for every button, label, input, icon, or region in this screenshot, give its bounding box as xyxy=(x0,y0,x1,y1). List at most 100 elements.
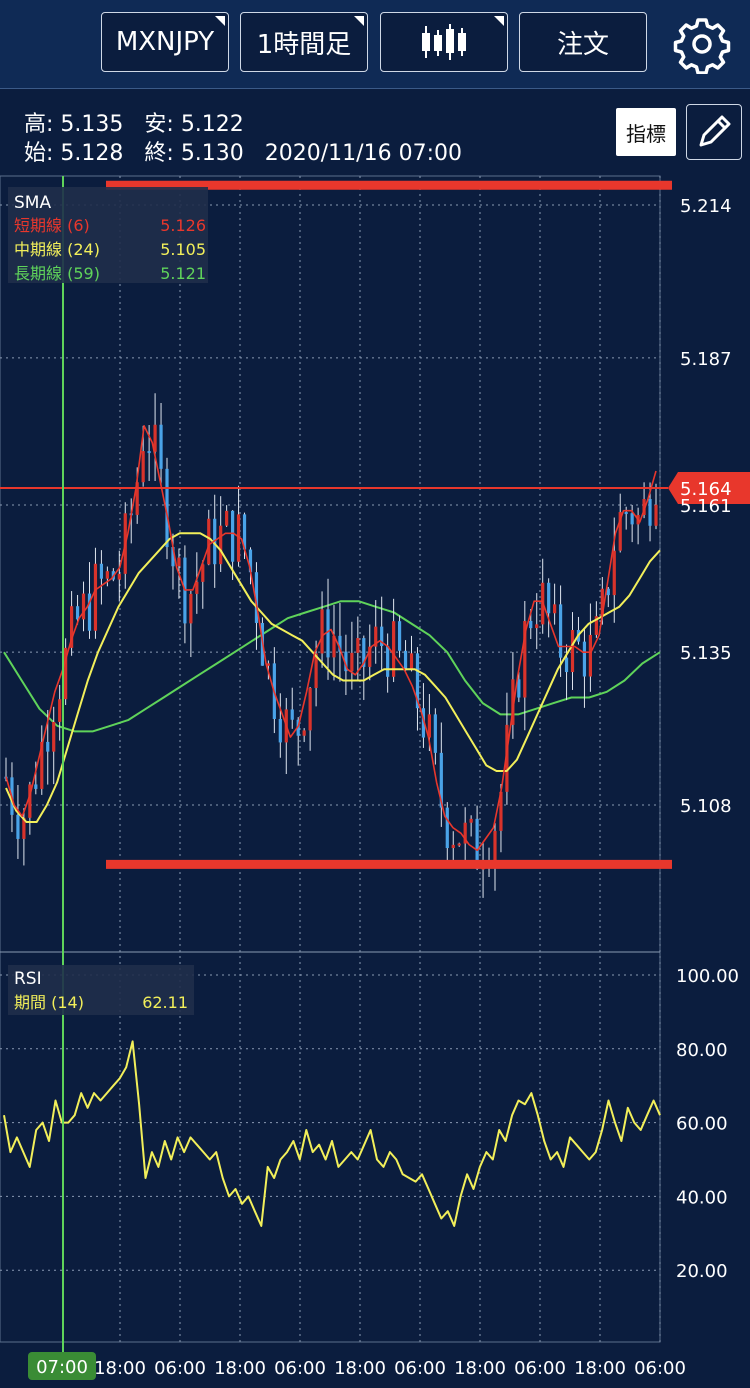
candle-body xyxy=(296,719,300,736)
open-value: 5.128 xyxy=(60,141,124,166)
sma-mid-path xyxy=(5,532,661,823)
candle-body xyxy=(570,629,575,673)
candle-body xyxy=(81,593,86,620)
candle-body xyxy=(153,424,157,452)
candle-body xyxy=(547,582,551,614)
candle-body xyxy=(278,718,282,743)
order-label: 注文 xyxy=(556,29,609,60)
candle-body xyxy=(147,451,151,454)
candle-body xyxy=(463,822,467,844)
price-tick-label: 5.108 xyxy=(680,796,732,817)
price-tick-label: 5.135 xyxy=(680,643,732,664)
dropdown-corner-icon xyxy=(494,16,504,26)
candle-body xyxy=(177,557,181,567)
candle-datetime: 2020/11/16 07:00 xyxy=(264,141,462,166)
candle-body xyxy=(141,451,145,483)
candle-body xyxy=(564,657,569,673)
order-button[interactable]: 注文 xyxy=(519,12,647,72)
sma-legend-name: 中期線 (24) xyxy=(14,240,100,259)
candle-body xyxy=(427,714,431,738)
candle-body xyxy=(630,513,634,525)
time-tick-label: 18:00 xyxy=(94,1358,146,1379)
pencil-icon xyxy=(699,115,731,147)
high-label: 高: xyxy=(24,112,54,137)
rsi-path xyxy=(3,1040,661,1227)
candle-body xyxy=(248,549,253,573)
candle-body xyxy=(600,588,604,617)
candle-body xyxy=(58,699,62,722)
sma-legend-value: 5.105 xyxy=(160,240,206,259)
sma-short-path xyxy=(5,424,657,852)
candle-body xyxy=(338,635,342,652)
dropdown-corner-icon xyxy=(354,16,364,26)
candle-body xyxy=(558,604,563,658)
rsi-line xyxy=(3,1040,661,1227)
indicator-button[interactable]: 指標 xyxy=(616,108,676,156)
candle-body xyxy=(189,593,193,624)
candle-body xyxy=(219,525,223,565)
rsi-tick-label: 60.00 xyxy=(676,1114,728,1135)
candle-body xyxy=(308,688,312,731)
candle-body xyxy=(165,468,169,548)
labels: 5.214 5.187 5.161 5.135 5.108 100.00 80.00 60.0… xyxy=(8,187,739,1379)
candle-body xyxy=(654,504,658,526)
candle-body xyxy=(415,653,420,709)
time-tick-label: 06:00 xyxy=(154,1358,206,1379)
candle-body xyxy=(642,499,646,515)
candle-body xyxy=(386,646,390,677)
high-value: 5.135 xyxy=(60,112,124,137)
candle-body xyxy=(582,641,587,677)
crosshair-time-label: 07:00 xyxy=(36,1357,88,1378)
sma-legend-value: 5.121 xyxy=(160,264,206,283)
candle-body xyxy=(201,564,205,582)
time-tick-label: 06:00 xyxy=(394,1358,446,1379)
candle-body xyxy=(40,741,44,789)
candle-body xyxy=(16,814,20,839)
candle-body xyxy=(553,604,557,614)
candle-body xyxy=(332,635,336,658)
chart-type-button[interactable] xyxy=(380,12,508,72)
candle-body xyxy=(505,724,509,792)
time-tick-label: 18:00 xyxy=(454,1358,506,1379)
time-tick-label: 06:00 xyxy=(274,1358,326,1379)
candle-body xyxy=(242,514,247,550)
rsi-tick-label: 100.00 xyxy=(676,966,739,987)
candle-body xyxy=(445,807,449,849)
candle-body xyxy=(523,620,527,698)
candle-body xyxy=(52,721,56,752)
candle-body xyxy=(433,714,437,753)
candle-body xyxy=(320,609,324,654)
sma-legend-name: 短期線 (6) xyxy=(14,216,90,235)
candle-body xyxy=(207,518,211,565)
time-tick-label: 18:00 xyxy=(334,1358,386,1379)
rsi-tick-label: 40.00 xyxy=(676,1187,728,1208)
candle-body xyxy=(46,741,50,752)
candle-body xyxy=(87,593,92,631)
sma-legend-name: 長期線 (59) xyxy=(14,264,100,283)
candle-body xyxy=(356,638,360,653)
candle-body xyxy=(457,843,461,846)
candle-body xyxy=(624,512,628,515)
candle-body xyxy=(403,650,408,671)
sma-legend-box xyxy=(8,187,208,283)
candle-body xyxy=(493,830,497,866)
candle-body xyxy=(266,663,270,666)
sma-short-line xyxy=(5,424,657,852)
candle-body xyxy=(105,571,109,579)
candle-body xyxy=(254,572,259,623)
timeframe-button[interactable]: 1時間足 xyxy=(240,12,368,72)
sma-legend-value: 5.126 xyxy=(160,216,206,235)
rsi-tick-label: 20.00 xyxy=(676,1261,728,1282)
candle-body xyxy=(290,709,294,720)
ohlc-line-2: 始: 5.128 終: 5.130 2020/11/16 07:00 xyxy=(24,135,462,167)
candle-body xyxy=(529,620,533,629)
draw-button[interactable] xyxy=(686,104,742,160)
candle-body xyxy=(451,844,455,849)
time-tick-label: 06:00 xyxy=(514,1358,566,1379)
symbol-button[interactable]: MXNJPY xyxy=(101,12,229,72)
close-value: 5.130 xyxy=(180,141,244,166)
price-tick-label: 5.161 xyxy=(680,496,732,517)
gear-icon[interactable] xyxy=(672,14,732,74)
candle-body xyxy=(350,652,354,672)
